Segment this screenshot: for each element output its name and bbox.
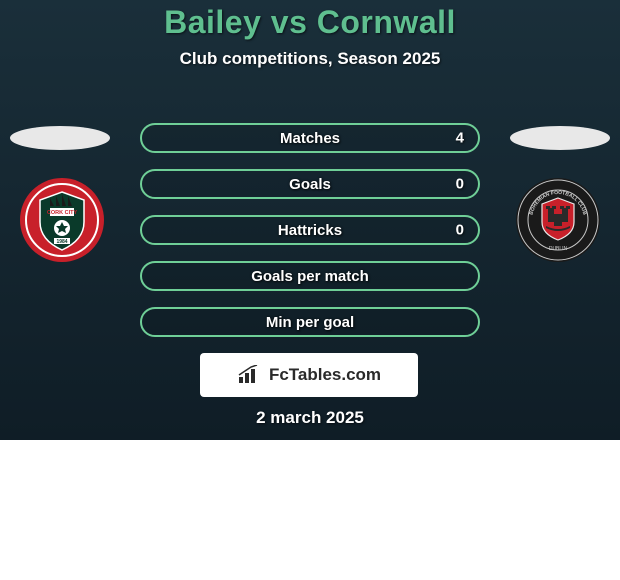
stat-row-goals-per-match: Goals per match: [140, 261, 480, 291]
svg-text:1984: 1984: [56, 239, 67, 245]
stat-label: Min per goal: [266, 314, 354, 331]
stat-label: Matches: [280, 130, 340, 147]
stat-row-hattricks: Hattricks 0: [140, 215, 480, 245]
stat-label: Goals per match: [251, 268, 369, 285]
stat-row-goals: Goals 0: [140, 169, 480, 199]
stat-value: 0: [456, 176, 464, 193]
subtitle: Club competitions, Season 2025: [0, 49, 620, 69]
infographic-card: Bailey vs Cornwall Club competitions, Se…: [0, 0, 620, 440]
stat-row-matches: Matches 4: [140, 123, 480, 153]
stat-value: 4: [456, 130, 464, 147]
stat-value: 0: [456, 222, 464, 239]
player-left-shadow-ellipse: [10, 126, 110, 150]
date-label: 2 march 2025: [0, 408, 620, 428]
shield-icon: CORK CITY 1984: [20, 178, 104, 262]
shield-icon: BOHEMIAN FOOTBALL CLUB DUBLIN: [516, 178, 600, 262]
blank-area: [0, 440, 620, 580]
bohemian-fc-crest: BOHEMIAN FOOTBALL CLUB DUBLIN: [516, 178, 600, 262]
stat-label: Hattricks: [278, 222, 342, 239]
attribution-badge: FcTables.com: [200, 353, 418, 397]
cork-city-crest: CORK CITY 1984: [20, 178, 104, 262]
attribution-text: FcTables.com: [269, 365, 381, 385]
svg-text:DUBLIN: DUBLIN: [549, 246, 568, 252]
stat-row-min-per-goal: Min per goal: [140, 307, 480, 337]
player-right-shadow-ellipse: [510, 126, 610, 150]
bar-chart-icon: [237, 365, 263, 385]
page-title: Bailey vs Cornwall: [0, 4, 620, 41]
stat-label: Goals: [289, 176, 331, 193]
stats-panel: Matches 4 Goals 0 Hattricks 0 Goals per …: [140, 123, 480, 353]
svg-text:CORK CITY: CORK CITY: [47, 210, 78, 216]
